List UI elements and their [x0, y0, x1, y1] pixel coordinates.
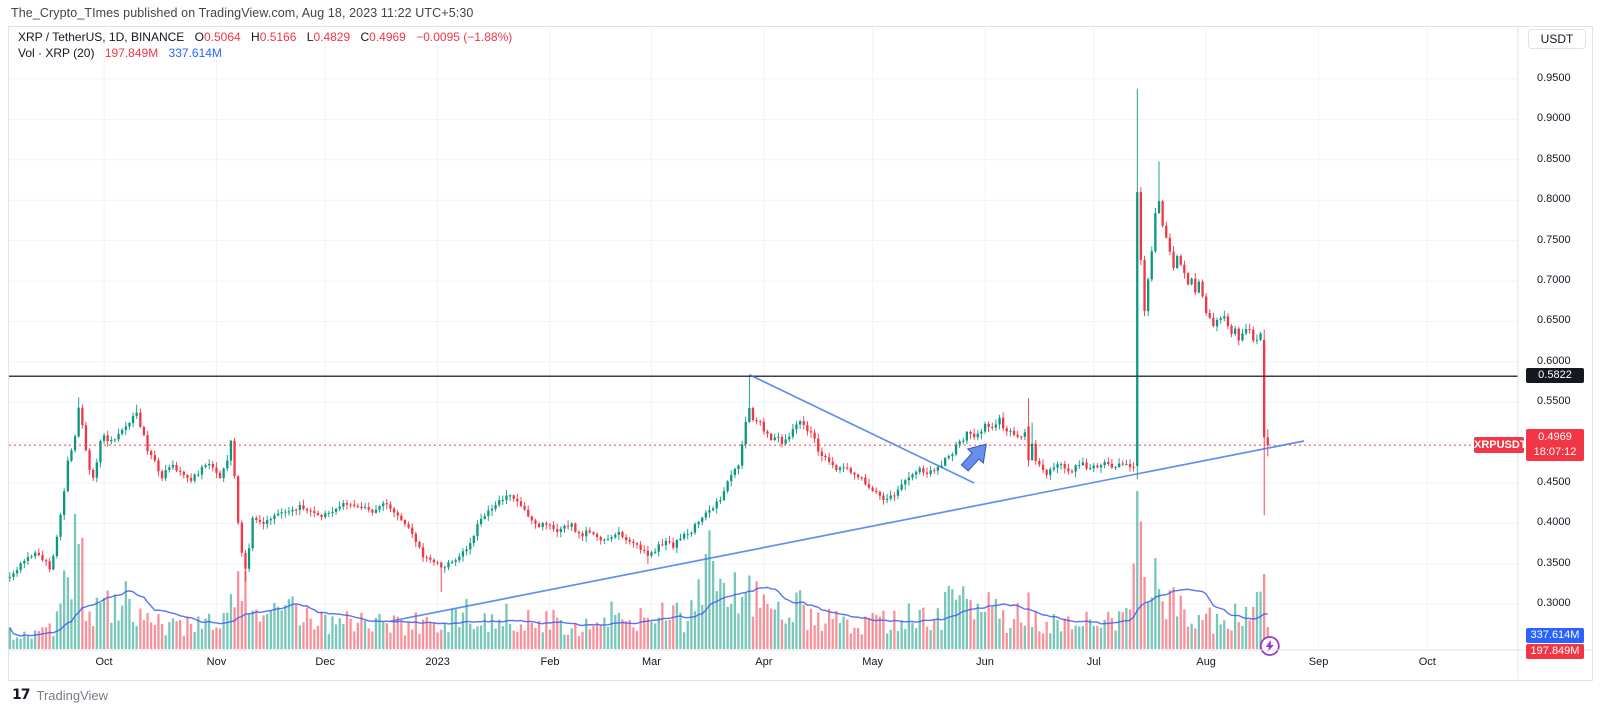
time-tick-label: Aug	[1196, 656, 1216, 668]
candlesticks	[8, 88, 1269, 593]
price-tick-label: 0.9500	[1537, 72, 1571, 84]
tradingview-logo[interactable]: 17 TradingView	[12, 687, 108, 703]
ohlc-close: C0.4969	[360, 30, 406, 44]
change-value: −0.0095 (−1.88%)	[416, 30, 513, 44]
trendline-descending-resistance[interactable]	[749, 373, 975, 484]
chart-widget[interactable]	[8, 26, 1593, 681]
time-tick-label: Dec	[315, 656, 335, 668]
time-tick-label: Feb	[540, 656, 560, 668]
volume-ma-badge: 337.614M	[1526, 628, 1584, 643]
currency-toggle-button[interactable]: USDT	[1528, 29, 1586, 49]
price-tick-label: 0.6000	[1537, 354, 1571, 367]
price-tick-label: 0.8500	[1537, 152, 1571, 165]
volume-ma-value: 337.614M	[168, 46, 222, 60]
symbol-title: XRP / TetherUS, 1D, BINANCE	[18, 30, 185, 44]
time-tick-label: Jun	[976, 656, 994, 668]
time-tick-label: Oct	[95, 656, 113, 668]
price-tick-label: 0.3500	[1537, 556, 1571, 569]
price-tick-label: 0.8000	[1537, 193, 1571, 206]
volume-current-value: 197.849M	[104, 46, 159, 60]
ohlc-low: L0.4829	[306, 30, 351, 44]
time-tick-label: 2023	[425, 656, 450, 668]
time-tick-label: Jul	[1086, 656, 1101, 668]
bar-countdown: 18:07:12	[1533, 446, 1577, 458]
last-price-badge: 0.4969 18:07:12	[1526, 429, 1584, 461]
volume-ma-line	[9, 586, 1268, 637]
price-tick-label: 0.6500	[1537, 314, 1571, 327]
volume-bars	[8, 491, 1269, 649]
tradingview-logo-text: TradingView	[36, 687, 109, 703]
symbol-legend[interactable]: XRP / TetherUS, 1D, BINANCE O0.5064 H0.5…	[18, 30, 519, 44]
volume-current-badge: 197.849M	[1526, 644, 1584, 659]
arrow-up-marker[interactable]	[957, 437, 994, 475]
time-tick-label: Apr	[755, 656, 773, 668]
last-price-value: 0.4969	[1538, 431, 1572, 443]
time-tick-label: Oct	[1418, 656, 1436, 668]
price-tick-label: 0.5500	[1537, 395, 1571, 408]
time-tick-label: Mar	[641, 656, 661, 668]
lightning-idea-icon[interactable]	[1259, 636, 1280, 656]
price-tick-label: 0.7500	[1537, 233, 1571, 246]
price-tick-label: 0.7000	[1537, 274, 1571, 286]
time-tick-label: Nov	[206, 656, 227, 668]
trendline-ascending-support[interactable]	[390, 440, 1305, 623]
level-price-badge: 0.5822	[1526, 368, 1584, 383]
ohlc-high: H0.5166	[251, 30, 297, 44]
attribution-text: The_Crypto_TImes published on TradingVie…	[11, 6, 474, 20]
price-tick-label: 0.4000	[1537, 516, 1571, 529]
time-tick-label: May	[862, 656, 883, 668]
price-tick-label: 0.4500	[1537, 476, 1571, 488]
ohlc-open: O0.5064	[194, 30, 241, 44]
volume-legend[interactable]: Vol · XRP (20) 197.849M 337.614M	[18, 46, 229, 60]
time-tick-label: Sep	[1308, 656, 1329, 668]
price-tick-label: 0.3000	[1537, 597, 1571, 610]
tradingview-logo-icon: 17	[12, 687, 31, 703]
volume-study-title: Vol · XRP (20)	[18, 46, 95, 60]
symbol-tag-badge: XRPUSDT	[1474, 437, 1527, 453]
price-tick-label: 0.9000	[1537, 112, 1571, 125]
